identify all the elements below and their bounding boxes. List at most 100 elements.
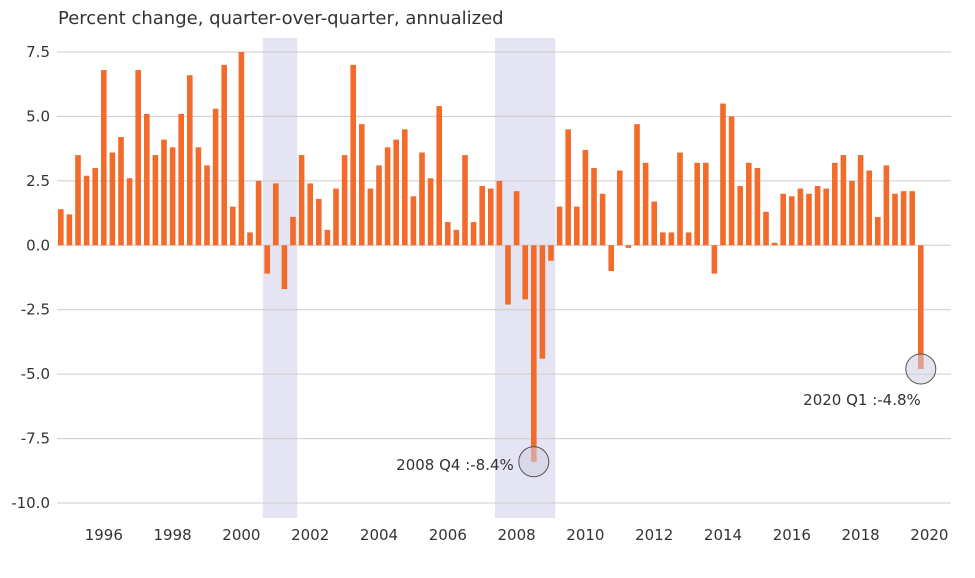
bar (410, 196, 417, 246)
bar (875, 216, 881, 246)
bar (548, 245, 554, 261)
bar (703, 162, 709, 246)
recession-band-0 (262, 38, 298, 518)
bar (221, 64, 227, 246)
bar (350, 64, 356, 246)
x-tick-label: 2008 (498, 526, 536, 544)
bar (230, 206, 236, 246)
bar (101, 70, 107, 246)
bar (247, 232, 253, 246)
bar (668, 232, 675, 246)
bar (427, 178, 434, 246)
bar (728, 116, 735, 246)
y-tick-label: -10.0 (11, 494, 50, 512)
x-tick-label: 2012 (635, 526, 673, 544)
y-tick-label: 5.0 (26, 107, 50, 125)
bar (591, 167, 597, 246)
bar (814, 186, 821, 246)
bar (599, 193, 606, 246)
bar (367, 188, 374, 246)
bar (720, 103, 726, 246)
y-tick-label: -5.0 (21, 365, 50, 383)
x-tick-label: 2002 (291, 526, 329, 544)
x-tick-label: 2020 (910, 526, 948, 544)
bar (522, 245, 528, 300)
bar (273, 183, 279, 246)
x-tick-label: 2006 (429, 526, 467, 544)
x-tick-label: 2016 (773, 526, 811, 544)
bar (565, 129, 571, 246)
bar (780, 193, 786, 246)
bar (333, 188, 339, 246)
annotation-marker (518, 446, 550, 478)
x-tick-label: 1996 (85, 526, 123, 544)
bar (754, 167, 761, 246)
bar (660, 232, 666, 246)
bar (694, 162, 700, 246)
bar (900, 191, 907, 246)
x-tick-label: 1998 (154, 526, 192, 544)
bar (849, 180, 855, 246)
recession-layer (262, 38, 556, 518)
bar (496, 180, 503, 246)
bar (402, 129, 408, 246)
bar (685, 232, 692, 246)
y-tick-label: 2.5 (26, 172, 50, 190)
x-tick-label: 2014 (704, 526, 742, 544)
bar (909, 191, 915, 246)
bar (823, 188, 829, 246)
bar (376, 165, 382, 246)
bar (436, 106, 442, 246)
bar (238, 52, 245, 246)
bar (470, 222, 477, 246)
bar (617, 170, 623, 246)
bar (152, 155, 159, 246)
bar (144, 113, 150, 246)
bar (212, 108, 219, 246)
x-tick-label: 2004 (360, 526, 398, 544)
bar (75, 155, 81, 246)
bar (161, 139, 167, 246)
y-tick-label: 7.5 (26, 43, 50, 61)
bar (92, 167, 98, 246)
x-tick-label: 2000 (222, 526, 260, 544)
bar (135, 70, 141, 246)
bar (677, 152, 683, 246)
bar (771, 242, 778, 246)
bar (187, 75, 193, 246)
bar (341, 155, 348, 246)
bar (66, 214, 73, 246)
chart-title: Percent change, quarter-over-quarter, an… (58, 8, 504, 29)
x-tick-label: 2018 (842, 526, 880, 544)
x-tick-label: 2010 (566, 526, 604, 544)
bar (118, 137, 124, 246)
bar (651, 201, 657, 246)
bar (419, 152, 425, 246)
bar (462, 155, 468, 246)
bar (178, 113, 184, 246)
bar (763, 211, 769, 246)
bar (169, 147, 176, 246)
bar (531, 245, 537, 462)
bar (83, 175, 90, 246)
bar (384, 147, 391, 246)
y-tick-label: -7.5 (21, 430, 50, 448)
bar (574, 206, 580, 246)
annotation-marker (905, 353, 937, 385)
bar (479, 186, 485, 246)
bar (264, 245, 270, 274)
bar (634, 124, 640, 246)
bar (109, 152, 116, 246)
bar (892, 193, 898, 246)
label-layer: 7.5 5.0 2.5 0.0 -2.5 -5.0 -7.5 -10.0 1996 1998 200… (11, 43, 948, 544)
bar (857, 155, 864, 246)
bar (608, 245, 614, 272)
y-tick-label: 0.0 (26, 236, 50, 254)
y-tick-label: -2.5 (21, 301, 50, 319)
bar (58, 209, 64, 246)
bar (625, 245, 632, 248)
bar (204, 165, 210, 246)
bar (539, 245, 546, 359)
